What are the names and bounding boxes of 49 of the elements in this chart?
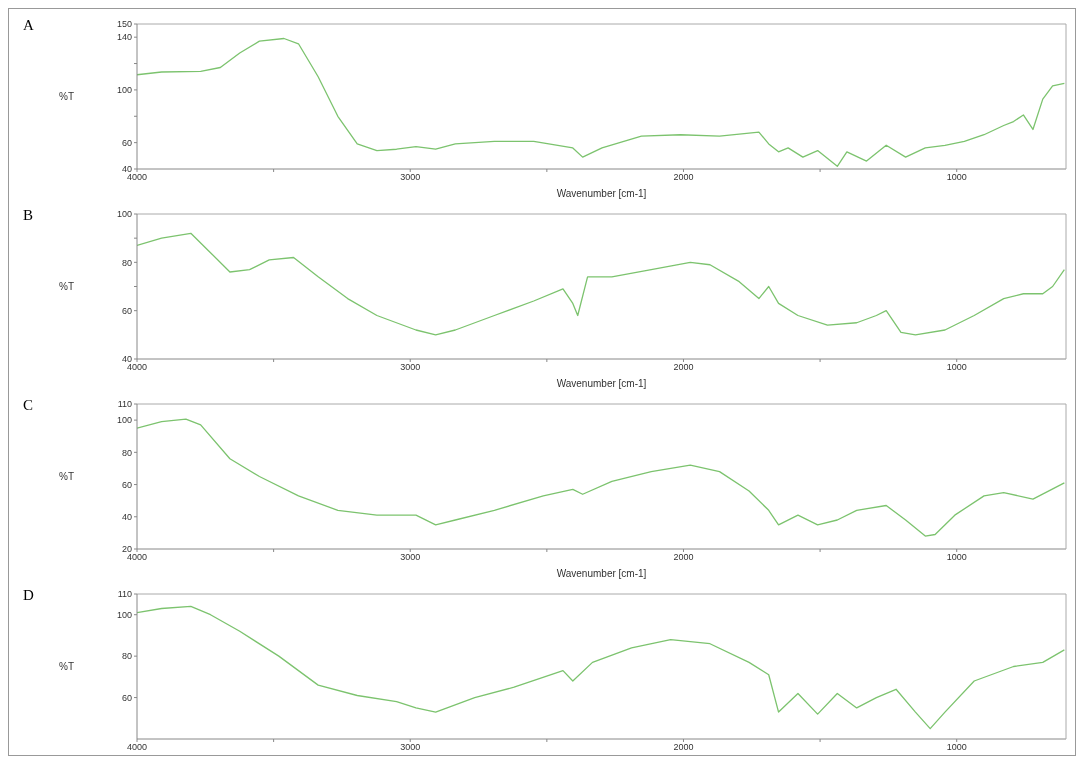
chart-title: A [23, 17, 34, 34]
y-tick-label: 80 [121, 651, 132, 662]
y-axis-title: %T [59, 471, 74, 483]
x-tick-label: 1000 [946, 742, 967, 753]
y-tick-label: 100 [116, 609, 132, 620]
line-series [137, 232, 1066, 336]
line-series [137, 418, 1066, 537]
x-tick-label: 4000 [126, 552, 148, 563]
x-tick-label: 3000 [400, 742, 421, 753]
x-tick-label: 1000 [946, 362, 967, 373]
y-tick-label: 80 [121, 257, 132, 268]
line-series [137, 605, 1066, 730]
y-tick-label: 60 [121, 137, 132, 148]
y-tick-label: 110 [117, 589, 132, 600]
chart-title: C [23, 397, 34, 414]
x-tick-label: 2000 [673, 742, 694, 753]
x-axis-title: Wavenumber [cm-1] [556, 188, 647, 199]
y-tick-label: 100 [116, 415, 132, 426]
y-axis-title: %T [59, 661, 74, 673]
y-tick-label: 40 [121, 164, 132, 175]
x-axis-title: Wavenumber [cm-1] [556, 568, 647, 579]
x-tick-label: 2000 [673, 362, 694, 373]
y-axis-title: %T [59, 281, 74, 293]
chart-title: B [23, 207, 34, 224]
x-tick-label: 1000 [946, 172, 967, 183]
x-tick-label: 1000 [946, 552, 967, 563]
x-tick-label: 4000 [126, 172, 148, 183]
y-tick-label: 40 [121, 354, 132, 365]
y-tick-label: 60 [121, 305, 132, 316]
y-tick-label: 60 [121, 479, 132, 490]
x-tick-label: 2000 [673, 172, 694, 183]
y-tick-label: 140 [116, 32, 132, 43]
y-tick-label: 110 [117, 399, 132, 410]
x-axis-title: Wavenumber [cm-1] [556, 378, 647, 389]
x-tick-label: 3000 [400, 552, 421, 563]
chart-title: D [23, 587, 34, 604]
y-tick-label: 100 [116, 85, 132, 96]
y-tick-label: 150 [116, 19, 132, 30]
x-tick-label: 2000 [673, 552, 694, 563]
y-tick-label: 100 [116, 209, 132, 220]
x-tick-label: 3000 [400, 362, 421, 373]
y-tick-label: 80 [121, 447, 132, 458]
y-tick-label: 60 [121, 692, 132, 703]
x-tick-label: 4000 [126, 362, 148, 373]
x-tick-label: 3000 [400, 172, 421, 183]
y-tick-label: 20 [121, 544, 132, 555]
y-axis-title: %T [59, 91, 74, 103]
x-tick-label: 4000 [126, 742, 148, 753]
y-tick-label: 40 [121, 511, 132, 522]
